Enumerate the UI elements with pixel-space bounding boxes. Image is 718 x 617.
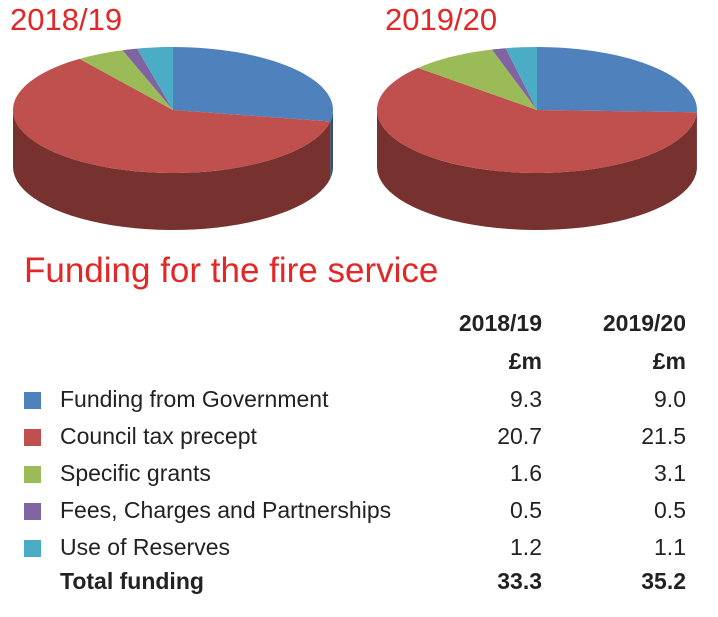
legend-swatch xyxy=(24,392,41,409)
table-unit-row: £m £m xyxy=(0,348,718,382)
row-label: Funding from Government xyxy=(60,386,329,412)
pie-slice xyxy=(137,47,173,110)
value-2019-20: 0.5 xyxy=(654,497,686,523)
row-label: Fees, Charges and Partnerships xyxy=(60,497,392,523)
unit-2018-19: £m xyxy=(508,348,542,374)
total-value-2019-20: 35.2 xyxy=(641,568,686,594)
value-2018-19: 20.7 xyxy=(497,423,542,449)
legend-swatch xyxy=(24,429,41,446)
column-header-2019-20: 2019/20 xyxy=(602,310,686,336)
unit-2019-20: £m xyxy=(652,348,686,374)
pie-slice xyxy=(173,47,333,122)
value-2019-20: 9.0 xyxy=(654,386,686,412)
value-2019-20: 3.1 xyxy=(654,460,686,486)
value-2019-20: 21.5 xyxy=(641,423,686,449)
pie-slice xyxy=(377,67,697,173)
table-row: Council tax precept 20.7 21.5 xyxy=(0,423,718,457)
pie-slice xyxy=(491,48,537,110)
legend-swatch xyxy=(24,503,41,520)
pie-slice xyxy=(13,58,331,173)
value-2018-19: 9.3 xyxy=(510,386,542,412)
legend-swatch xyxy=(24,540,41,557)
legend-swatch xyxy=(24,466,41,483)
column-header-2018-19: 2018/19 xyxy=(458,310,542,336)
table-total-row: Total funding 33.3 35.2 xyxy=(0,568,718,602)
row-label: Use of Reserves xyxy=(60,534,231,560)
pie-slice xyxy=(505,47,537,110)
total-label: Total funding xyxy=(60,568,204,594)
value-2018-19: 1.2 xyxy=(510,534,542,560)
pie-title-2019-20: 2019/20 xyxy=(385,2,498,37)
pie-slice-side xyxy=(377,110,697,230)
table-row: Use of Reserves 1.2 1.1 xyxy=(0,534,718,568)
value-2019-20: 1.1 xyxy=(654,534,686,560)
pie-slice xyxy=(417,49,537,110)
pie-slice xyxy=(537,47,697,113)
pie-slice xyxy=(122,48,173,110)
table-row: Funding from Government 9.3 9.0 xyxy=(0,386,718,420)
chart-heading: Funding for the fire service xyxy=(24,251,439,290)
pie-title-2018-19: 2018/19 xyxy=(10,2,123,37)
pie-slice xyxy=(79,50,173,110)
pie-chart-2018-19 xyxy=(13,47,333,230)
pie-chart-2019-20 xyxy=(377,47,697,230)
value-2018-19: 0.5 xyxy=(510,497,542,523)
row-label: Specific grants xyxy=(60,460,211,486)
table-row: Fees, Charges and Partnerships 0.5 0.5 xyxy=(0,497,718,531)
pie-slice-side xyxy=(330,110,333,179)
pie-slice-side xyxy=(13,110,331,230)
table-header-row: 2018/19 2019/20 xyxy=(0,310,718,344)
table-row: Specific grants 1.6 3.1 xyxy=(0,460,718,494)
value-2018-19: 1.6 xyxy=(510,460,542,486)
total-value-2018-19: 33.3 xyxy=(497,568,542,594)
row-label: Council tax precept xyxy=(60,423,257,449)
